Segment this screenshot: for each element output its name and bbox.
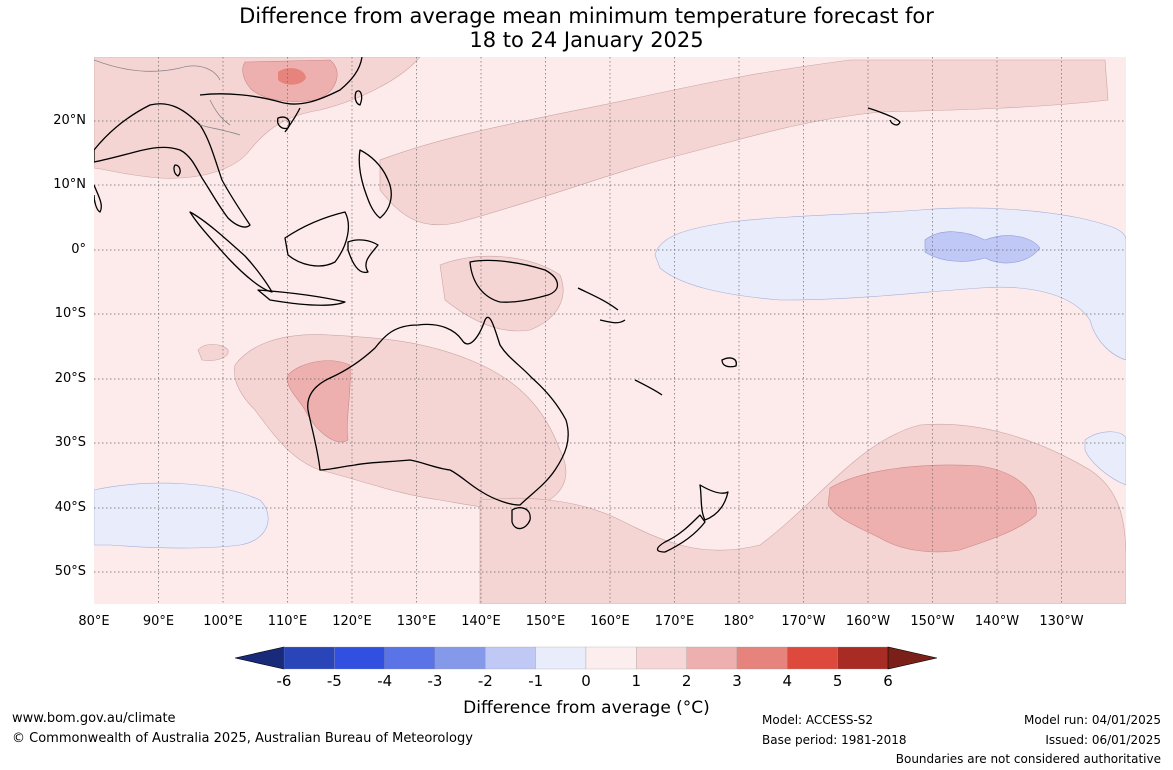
colorbar-segment [485,646,536,670]
lon-label-150w: 150°W [910,614,955,629]
coastline-hainan [276,116,290,130]
title-line-2: 18 to 24 January 2025 [469,28,704,52]
colorbar [234,646,938,670]
coastline-tasmania [511,507,531,530]
lon-label-90e: 90°E [142,614,175,629]
footer-url[interactable]: www.bom.gov.au/climate [12,711,176,726]
lat-label-10n: 10°N [53,177,86,192]
colorbar-tick: 1 [631,672,642,690]
lon-label-120e: 120°E [332,614,372,629]
footer-issued: Issued: 06/01/2025 [1045,733,1161,747]
colorbar-tick: 0 [581,672,591,690]
lat-label-30s: 30°S [54,435,86,450]
lon-label-160w: 160°W [845,614,891,629]
coastline-india [94,184,102,213]
colorbar-tick: -5 [326,672,342,690]
anomaly-minus1-to-0-east [1084,431,1126,486]
colorbar-tick: -1 [528,672,544,690]
anomaly-minus2-to-minus1-pacific [924,231,1041,264]
coastline-china [199,57,363,133]
coastline-solomons [577,287,626,324]
colorbar-tick: -4 [377,672,393,690]
lon-label-140w: 140°W [974,614,1020,629]
lon-label-80e: 80°E [78,614,110,629]
colorbar-segment [686,646,738,670]
colorbar-tick: 5 [832,672,843,690]
lon-label-180: 180° [723,614,755,629]
colorbar-segment [585,646,637,670]
map-title: Difference from average mean minimum tem… [0,4,1173,52]
coastline-new-zealand-south [656,514,706,553]
coastline-fiji [721,357,737,368]
lon-label-160e: 160°E [590,614,630,629]
colorbar-tick: -2 [477,672,493,690]
colorbar-tick: 4 [782,672,793,690]
coastline-new-caledonia [634,379,663,396]
colorbar-tick: 3 [732,672,742,690]
colorbar-segment [283,646,335,670]
coastline-sumatra [189,211,273,293]
colorbar-tick: 2 [681,672,692,690]
anomaly-3-to-4-china [278,68,306,85]
coastlines [94,57,901,553]
lon-label-100e: 100°E [203,614,243,629]
title-line-1: Difference from average mean minimum tem… [239,4,934,28]
colorbar-segment [636,646,687,670]
coastline-hawaii [867,107,901,126]
colorbar-segment [384,646,436,670]
footer-base-period: Base period: 1981-2018 [762,733,907,747]
footer-disclaimer: Boundaries are not considered authoritat… [895,752,1161,766]
coastline-sri-lanka [173,164,181,177]
colorbar-segment [837,646,889,670]
lat-label-10s: 10°S [54,306,86,321]
lon-label-110e: 110°E [267,614,308,629]
lon-label-130e: 130°E [396,614,437,629]
colorbar-segment [434,646,486,670]
colorbar-segment [535,646,587,670]
country-borders [94,59,241,136]
coastline-philippines [358,149,392,219]
colorbar-label: Difference from average (°C) [463,698,710,718]
anomaly-2-to-3-wa [287,360,351,443]
anomaly-1-to-2-pacific-band [379,59,1109,226]
footer-model: Model: ACCESS-S2 [762,713,874,727]
coastline-new-guinea [469,259,559,303]
footer-model-run: Model run: 04/01/2025 [1023,713,1161,727]
colorbar-arrow-high [887,646,938,670]
lat-label-50s: 50°S [54,564,86,579]
coastline-borneo [284,211,349,267]
coastline-java [257,289,346,306]
colorbar-segment [334,646,385,670]
anomaly-1-to-2-png [439,256,564,332]
lon-label-170e: 170°E [654,614,695,629]
anomaly-1-to-2-asia [94,57,421,179]
graticule [94,57,1126,604]
lat-label-40s: 40°S [54,500,86,515]
lat-label-20n: 20°N [53,113,86,128]
coastline-sulawesi [347,239,379,274]
colorbar-arrow-low [234,646,285,670]
colorbar-tick: -3 [427,672,443,690]
colorbar-segment [787,646,838,670]
coastline-taiwan [354,90,363,106]
lon-label-150e: 150°E [525,614,566,629]
anomaly-minus1-to-0-indian [94,482,269,549]
colorbar-tick: -6 [276,672,292,690]
colorbar-segment [736,646,788,670]
lat-label-20s: 20°S [54,371,86,386]
coastline-se-asia [94,103,251,228]
lat-label-0: 0° [71,242,86,257]
lon-label-130w: 130°W [1039,614,1084,629]
lon-label-170w: 170°W [781,614,826,629]
colorbar-tick: 6 [883,672,893,690]
coastline-australia [307,316,569,506]
anomaly-1-to-2-sw-blob [197,344,229,361]
lon-label-140e: 140°E [461,614,501,629]
coastline-new-zealand-north [699,484,729,521]
footer-copyright: © Commonwealth of Australia 2025, Austra… [12,731,473,746]
